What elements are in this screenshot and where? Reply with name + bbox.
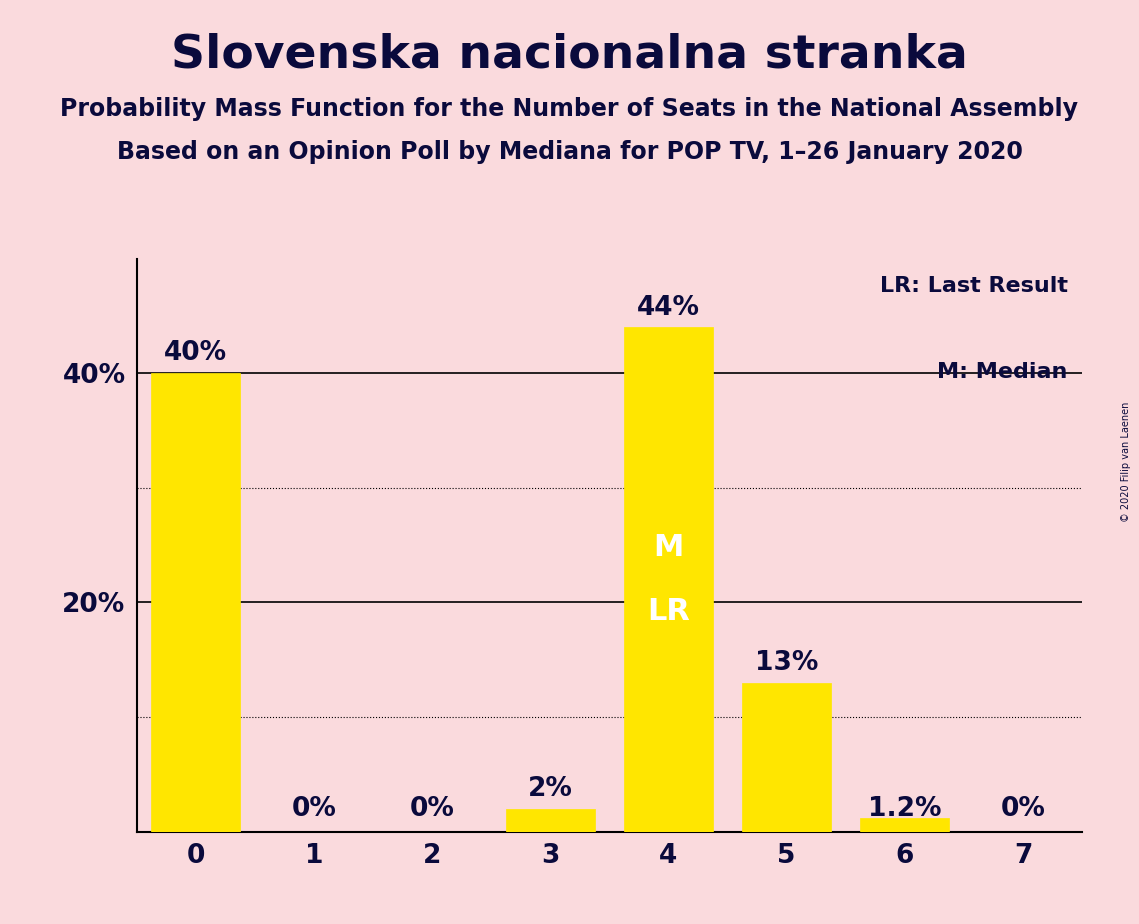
Text: 44%: 44% (637, 295, 700, 321)
Text: © 2020 Filip van Laenen: © 2020 Filip van Laenen (1121, 402, 1131, 522)
Text: 0%: 0% (292, 796, 336, 822)
Bar (624, 327, 713, 832)
Text: M: Median: M: Median (937, 362, 1068, 382)
Text: Probability Mass Function for the Number of Seats in the National Assembly: Probability Mass Function for the Number… (60, 97, 1079, 121)
Bar (860, 818, 949, 832)
Text: Based on an Opinion Poll by Mediana for POP TV, 1–26 January 2020: Based on an Opinion Poll by Mediana for … (116, 140, 1023, 164)
Bar (151, 373, 240, 832)
Bar (743, 683, 831, 832)
Bar (506, 808, 595, 832)
Text: M: M (654, 533, 683, 563)
Text: LR: LR (647, 597, 690, 626)
Text: 2%: 2% (527, 776, 573, 802)
Text: Slovenska nacionalna stranka: Slovenska nacionalna stranka (171, 32, 968, 78)
Text: 0%: 0% (410, 796, 454, 822)
Text: 1.2%: 1.2% (868, 796, 942, 822)
Text: LR: Last Result: LR: Last Result (879, 276, 1068, 296)
Text: 0%: 0% (1000, 796, 1046, 822)
Text: 40%: 40% (164, 340, 228, 367)
Text: 13%: 13% (755, 650, 818, 675)
